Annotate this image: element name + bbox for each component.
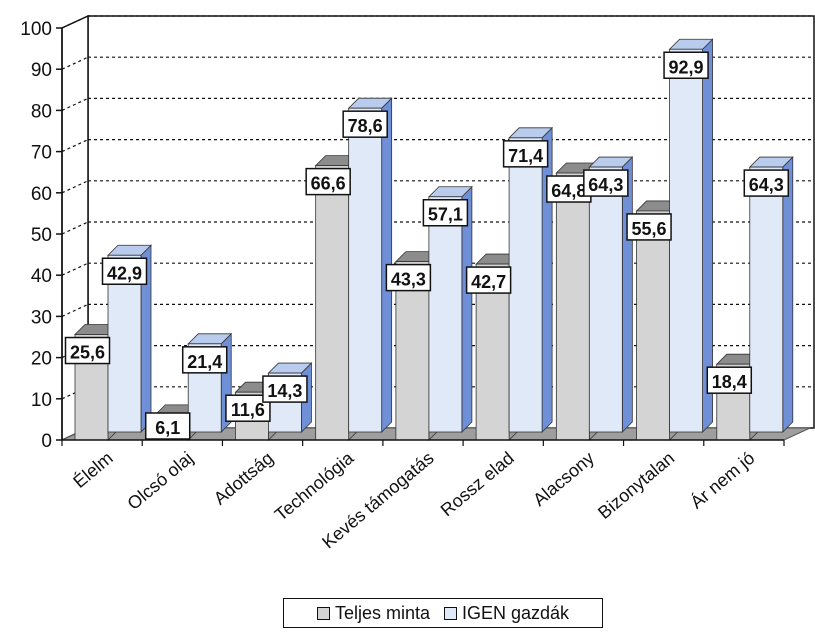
bar-igen <box>509 138 542 432</box>
y-tick-label: 20 <box>31 349 52 370</box>
x-tick-label: Élelm <box>69 448 116 492</box>
data-label: 55,6 <box>632 219 667 239</box>
y-tick-label: 40 <box>31 266 52 287</box>
y-tick-label: 80 <box>31 101 52 122</box>
bar-side-igen <box>783 157 793 432</box>
data-label: 42,7 <box>471 272 506 292</box>
y-tick-label: 10 <box>31 390 52 411</box>
legend: Teljes minta IGEN gazdák <box>283 598 603 628</box>
bar-igen <box>589 167 622 432</box>
data-label: 64,3 <box>749 175 784 195</box>
bar-teljes <box>556 173 589 440</box>
x-tick-label: Bizonytalan <box>594 448 678 523</box>
y-tick-label: 30 <box>31 307 52 328</box>
x-tick-label: Adottság <box>210 448 277 509</box>
data-label: 11,6 <box>231 400 265 420</box>
data-label: 64,8 <box>551 181 586 201</box>
bar-igen <box>750 167 783 432</box>
data-label: 78,6 <box>348 116 383 136</box>
y-tick-label: 50 <box>31 225 52 246</box>
data-label: 71,4 <box>508 146 543 166</box>
data-label: 21,4 <box>187 352 222 372</box>
legend-swatch-igen <box>444 607 457 620</box>
x-tick-label: Ár nem jó <box>687 448 759 513</box>
bar-teljes <box>637 211 670 440</box>
bar-teljes <box>316 166 349 440</box>
legend-label-igen: IGEN gazdák <box>462 603 569 624</box>
bar-igen <box>349 108 382 432</box>
x-tick-label: Technológia <box>271 447 358 525</box>
data-label: 25,6 <box>70 343 105 363</box>
y-tick-label: 90 <box>31 60 52 81</box>
y-tick-label: 70 <box>31 143 52 164</box>
bar-side-igen <box>622 157 632 432</box>
legend-item-teljes: Teljes minta <box>317 603 430 624</box>
data-label: 57,1 <box>428 205 463 225</box>
data-label: 43,3 <box>391 270 426 290</box>
bar-igen <box>429 197 462 432</box>
data-label: 6,1 <box>155 418 180 438</box>
data-label: 18,4 <box>712 372 747 392</box>
data-label: 14,3 <box>267 381 302 401</box>
data-label: 66,6 <box>311 174 346 194</box>
legend-swatch-teljes <box>317 607 330 620</box>
bar-side-igen <box>542 128 552 432</box>
data-label: 92,9 <box>669 57 704 77</box>
legend-item-igen: IGEN gazdák <box>444 603 569 624</box>
x-tick-label: Olcsó olaj <box>124 448 197 514</box>
x-tick-label: Alacsony <box>529 448 598 510</box>
bar-igen <box>670 49 703 432</box>
legend-label-teljes: Teljes minta <box>335 603 430 624</box>
y-tick-label: 60 <box>31 184 52 205</box>
y-tick-label: 100 <box>20 19 52 40</box>
data-label: 64,3 <box>588 175 623 195</box>
data-label: 42,9 <box>107 263 142 283</box>
y-tick-label: 0 <box>41 431 52 452</box>
x-tick-label: Rossz elad <box>437 448 518 521</box>
